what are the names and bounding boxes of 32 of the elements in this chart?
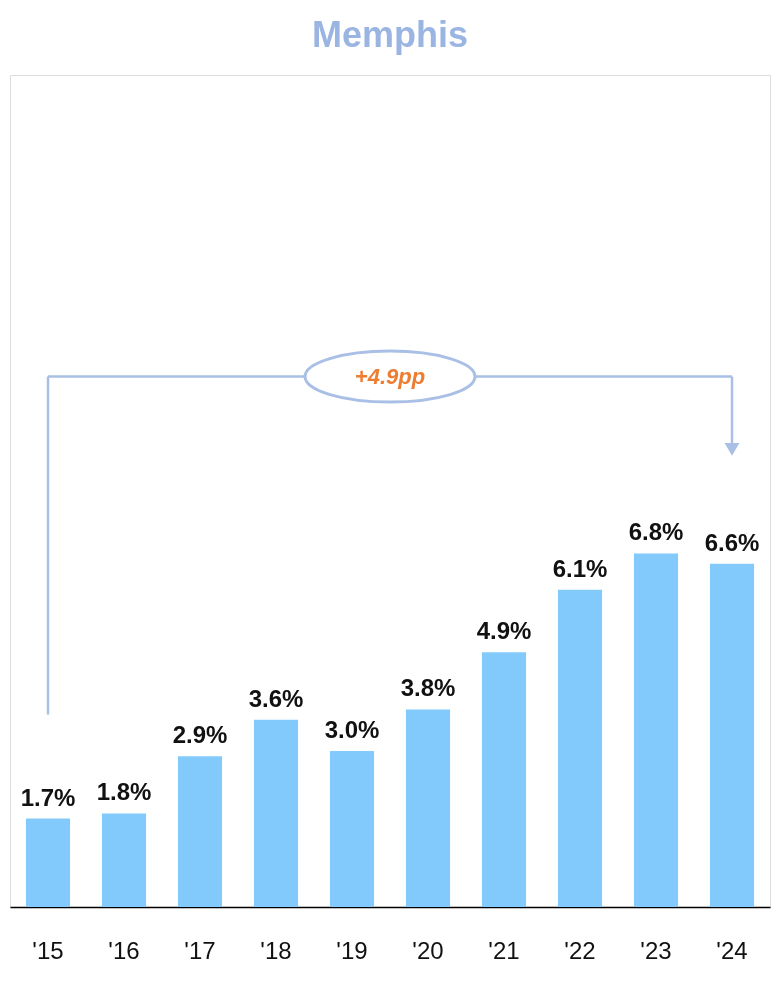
x-tick-label: '18 — [260, 936, 292, 964]
data-label: 2.9% — [172, 721, 228, 749]
data-label: 3.0% — [324, 716, 380, 743]
x-tick-label: '16 — [108, 936, 140, 964]
data-label: 1.7% — [20, 783, 76, 811]
chart-title: Memphis — [311, 14, 469, 55]
data-label: 3.6% — [248, 684, 304, 712]
x-tick-label: '22 — [564, 936, 596, 964]
bar — [405, 709, 451, 907]
data-label: 4.9% — [476, 617, 532, 645]
x-tick-label: '20 — [412, 936, 444, 964]
data-label: 6.6% — [704, 528, 760, 556]
bar — [557, 589, 603, 907]
x-tick-label: '19 — [336, 936, 368, 964]
x-tick-label: '15 — [32, 936, 64, 964]
x-tick-label: '23 — [640, 936, 672, 964]
bar — [481, 652, 527, 907]
data-label: 1.8% — [96, 778, 152, 806]
bar — [709, 563, 755, 907]
data-label: 3.8% — [400, 674, 456, 702]
annotation: +4.9pp — [354, 363, 426, 389]
bar — [329, 751, 375, 907]
bar — [253, 719, 299, 907]
bar — [25, 818, 71, 907]
bar — [101, 813, 147, 907]
data-label: 6.1% — [552, 554, 608, 582]
x-tick-label: '21 — [488, 936, 520, 964]
bar — [177, 756, 223, 907]
data-label: 6.8% — [628, 518, 684, 546]
x-tick-label: '17 — [184, 936, 216, 964]
x-tick-label: '24 — [716, 936, 748, 964]
bar — [633, 553, 679, 907]
